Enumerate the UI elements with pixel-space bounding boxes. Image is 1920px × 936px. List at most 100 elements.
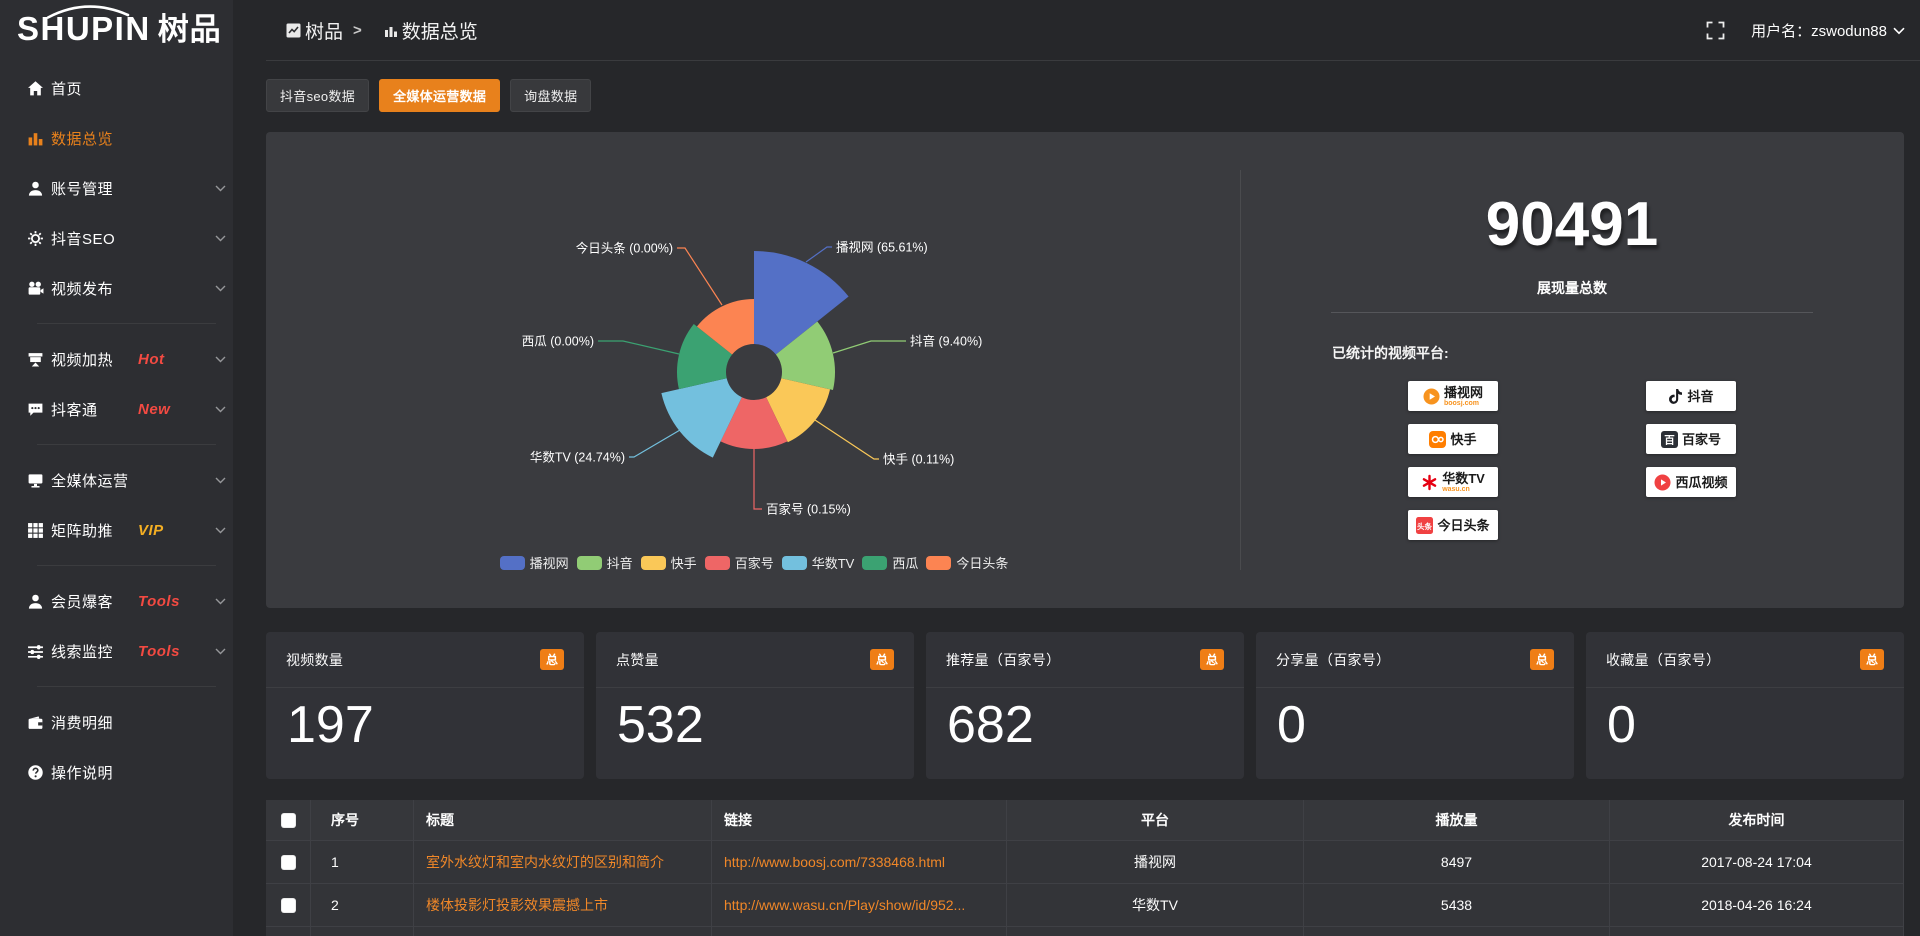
- legend-item-wasu[interactable]: 华数TV: [781, 553, 854, 572]
- sidebar-divider: [37, 444, 216, 445]
- sidebar-item-线索监控[interactable]: 线索监控 Tools: [0, 626, 233, 676]
- legend-item-toutiao[interactable]: 今日头条: [926, 553, 1008, 572]
- pie-slice-xigua[interactable]: [677, 323, 733, 390]
- sidebar-item-矩阵助推[interactable]: 矩阵助推 VIP: [0, 505, 233, 555]
- platform-badge-douyin: 抖音: [1646, 381, 1736, 411]
- legend-label: 抖音: [606, 556, 633, 571]
- pie-slice-toutiao[interactable]: [696, 299, 754, 355]
- legend-swatch: [576, 555, 602, 570]
- breadcrumb-separator: >: [353, 22, 362, 39]
- sidebar-item-全媒体运营[interactable]: 全媒体运营: [0, 455, 233, 505]
- tab-询盘数据[interactable]: 询盘数据: [510, 79, 592, 112]
- sidebar-item-label: 抖客通: [51, 401, 98, 419]
- chevron-down-icon: [215, 185, 226, 192]
- sidebar-item-会员爆客[interactable]: 会员爆客 Tools: [0, 576, 233, 626]
- legend-item-douyin[interactable]: 抖音: [576, 553, 633, 572]
- legend-item-baijiahao[interactable]: 百家号: [704, 553, 774, 572]
- table-link[interactable]: 室外水纹灯和室内水纹灯的区别和简介: [426, 854, 664, 870]
- sidebar-item-首页[interactable]: 首页: [0, 63, 233, 113]
- table-link[interactable]: http://www.boosj.com/7338468.html: [724, 854, 946, 870]
- sidebar-item-操作说明[interactable]: 操作说明: [0, 747, 233, 797]
- stat-label: 视频数量: [286, 651, 344, 668]
- sidebar-item-数据总览[interactable]: 数据总览: [0, 113, 233, 163]
- logo-latin: SHUPIN: [17, 10, 151, 47]
- pie-slice-kuaishou[interactable]: [766, 378, 831, 443]
- cell-标题: [414, 927, 712, 936]
- cell-链接: http://www.wasu.cn/Play/show/id/952...: [712, 884, 1007, 926]
- total-badge[interactable]: 总: [1199, 649, 1224, 670]
- fullscreen-icon[interactable]: [1706, 21, 1725, 40]
- sidebar-menu: 首页 数据总览账号管理抖音SEO 视频发布视频加热 Hot 抖客通 New 全媒体运营 矩阵助…: [0, 63, 233, 797]
- cell-发布时间: 2018-04-26 16:24: [1610, 884, 1904, 926]
- stat-card-header: 分享量（百家号） 总: [1256, 632, 1574, 688]
- bar-chart-icon: [384, 24, 398, 38]
- platform-badge-boosj: 播视网 boosj.com: [1408, 381, 1498, 411]
- xigua-logo-icon: [1654, 474, 1671, 491]
- stat-value: 532: [617, 696, 704, 754]
- monitor-icon: [27, 472, 44, 489]
- breadcrumb-item-current[interactable]: 数据总览: [384, 17, 478, 44]
- legend-item-kuaishou[interactable]: 快手: [640, 553, 697, 572]
- sidebar-item-抖音SEO[interactable]: 抖音SEO: [0, 213, 233, 263]
- column-header-序号: 序号: [311, 800, 414, 840]
- legend-item-xigua[interactable]: 西瓜: [862, 553, 918, 572]
- checkbox-cell: [266, 841, 311, 883]
- slice-label-boosj: 播视网 (65.61%): [836, 240, 928, 255]
- sliders-icon: [27, 643, 44, 660]
- chevron-down-icon: [1893, 27, 1905, 35]
- sidebar-item-视频发布[interactable]: 视频发布: [0, 263, 233, 313]
- label-line-toutiao: [677, 247, 723, 306]
- platform-badge-baijiahao: 百百家号: [1646, 424, 1736, 454]
- row-checkbox[interactable]: [280, 897, 296, 913]
- table-link[interactable]: 楼体投影灯投影效果震撼上市: [426, 897, 608, 913]
- breadcrumb: 树品 > 数据总览: [286, 17, 478, 44]
- sidebar-item-label: 账号管理: [51, 180, 114, 198]
- sidebar-item-label: 视频加热: [51, 351, 114, 369]
- tab-全媒体运营数据[interactable]: 全媒体运营数据: [379, 79, 501, 112]
- sidebar-item-账号管理[interactable]: 账号管理: [0, 163, 233, 213]
- chevron-down-icon: [215, 235, 226, 242]
- sidebar-item-label: 抖音SEO: [51, 230, 116, 248]
- screen-icon: [27, 351, 44, 368]
- breadcrumb-item-home[interactable]: 树品: [286, 17, 343, 44]
- platform-name: 播视网: [1443, 384, 1483, 400]
- label-line-wasu: [629, 429, 681, 458]
- legend-item-boosj[interactable]: 播视网: [499, 553, 569, 572]
- row-checkbox[interactable]: [280, 854, 296, 870]
- sidebar-item-消费明细[interactable]: 消费明细: [0, 697, 233, 747]
- user-menu[interactable]: 用户名：zswodun88: [1751, 20, 1905, 41]
- tab-抖音seo数据[interactable]: 抖音seo数据: [266, 79, 370, 112]
- pie-slice-boosj[interactable]: [754, 251, 849, 355]
- sidebar-item-视频加热[interactable]: 视频加热 Hot: [0, 334, 233, 384]
- row-checkbox[interactable]: [280, 812, 296, 828]
- stat-card-推荐量（百家号）: 推荐量（百家号） 总 682: [926, 632, 1244, 779]
- total-badge[interactable]: 总: [1529, 649, 1554, 670]
- cell-链接: [712, 927, 1007, 936]
- pie-slice-wasu[interactable]: [661, 378, 742, 458]
- stat-value: 0: [1277, 696, 1306, 754]
- pie-slice-baijiahao[interactable]: [720, 397, 788, 449]
- data-tabs: 抖音seo数据 全媒体运营数据 询盘数据: [266, 79, 592, 112]
- pie-slice-douyin[interactable]: [775, 321, 835, 391]
- legend-swatch: [640, 555, 666, 570]
- board-edit-icon: [286, 23, 301, 38]
- legend-swatch: [926, 555, 952, 570]
- platform-name: 今日头条: [1437, 517, 1490, 533]
- total-badge[interactable]: 总: [1859, 649, 1884, 670]
- table-link[interactable]: http://www.wasu.cn/Play/show/id/952...: [724, 897, 966, 913]
- total-badge[interactable]: 总: [869, 649, 894, 670]
- table-row: [266, 927, 1904, 936]
- question-icon: [27, 764, 44, 781]
- username-label: 用户名：zswodun88: [1751, 23, 1887, 40]
- legend-label: 播视网: [529, 556, 569, 571]
- total-badge[interactable]: 总: [539, 649, 564, 670]
- platform-name: 西瓜视频: [1675, 474, 1728, 490]
- chevron-down-icon: [215, 356, 226, 363]
- platforms-grid: 播视网 boosj.com 抖音 快手 百百家号 华数TV wasu.cn 西瓜视频 头条 今日头…: [1408, 381, 1736, 540]
- svg-text:百: 百: [1664, 434, 1675, 446]
- sidebar-item-抖客通[interactable]: 抖客通 New: [0, 384, 233, 434]
- chevron-down-icon: [215, 598, 226, 605]
- cell-序号: 2: [311, 884, 414, 926]
- sidebar-item-label: 线索监控: [51, 643, 114, 661]
- cell-播放量: 5438: [1304, 884, 1610, 926]
